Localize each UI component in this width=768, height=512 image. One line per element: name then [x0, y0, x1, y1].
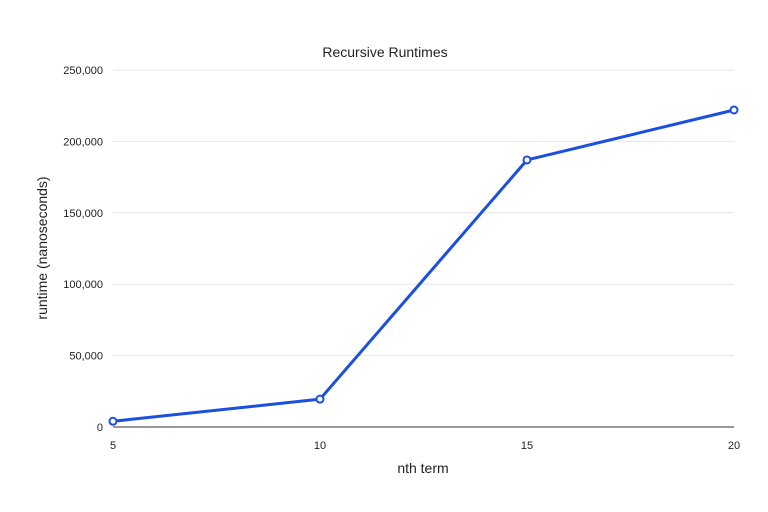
- y-tick-label: 200,000: [63, 136, 103, 148]
- y-tick-label: 50,000: [69, 351, 103, 363]
- x-tick-label: 15: [521, 440, 533, 452]
- x-tick-label: 10: [314, 440, 326, 452]
- y-tick-label: 150,000: [63, 208, 103, 220]
- data-point[interactable]: [522, 155, 532, 165]
- x-tick-label: 20: [728, 440, 740, 452]
- data-point[interactable]: [729, 105, 739, 115]
- y-tick-label: 0: [97, 422, 103, 434]
- data-point[interactable]: [108, 416, 118, 426]
- y-tick-labels: 0 50,000 100,000 150,000 200,000 250,000: [63, 65, 103, 434]
- gridlines: [113, 69, 734, 357]
- series-line: [111, 108, 736, 423]
- x-axis-title: nth term: [397, 460, 448, 476]
- y-tick-label: 100,000: [63, 279, 103, 291]
- data-point[interactable]: [315, 394, 325, 404]
- x-tick-label: 5: [110, 440, 116, 452]
- series-layer: [108, 105, 739, 426]
- y-axis-title: runtime (nanoseconds): [34, 176, 50, 319]
- x-tick-labels: 5 10 15 20: [110, 440, 740, 452]
- chart-title: Recursive Runtimes: [322, 44, 447, 60]
- y-tick-label: 250,000: [63, 65, 103, 77]
